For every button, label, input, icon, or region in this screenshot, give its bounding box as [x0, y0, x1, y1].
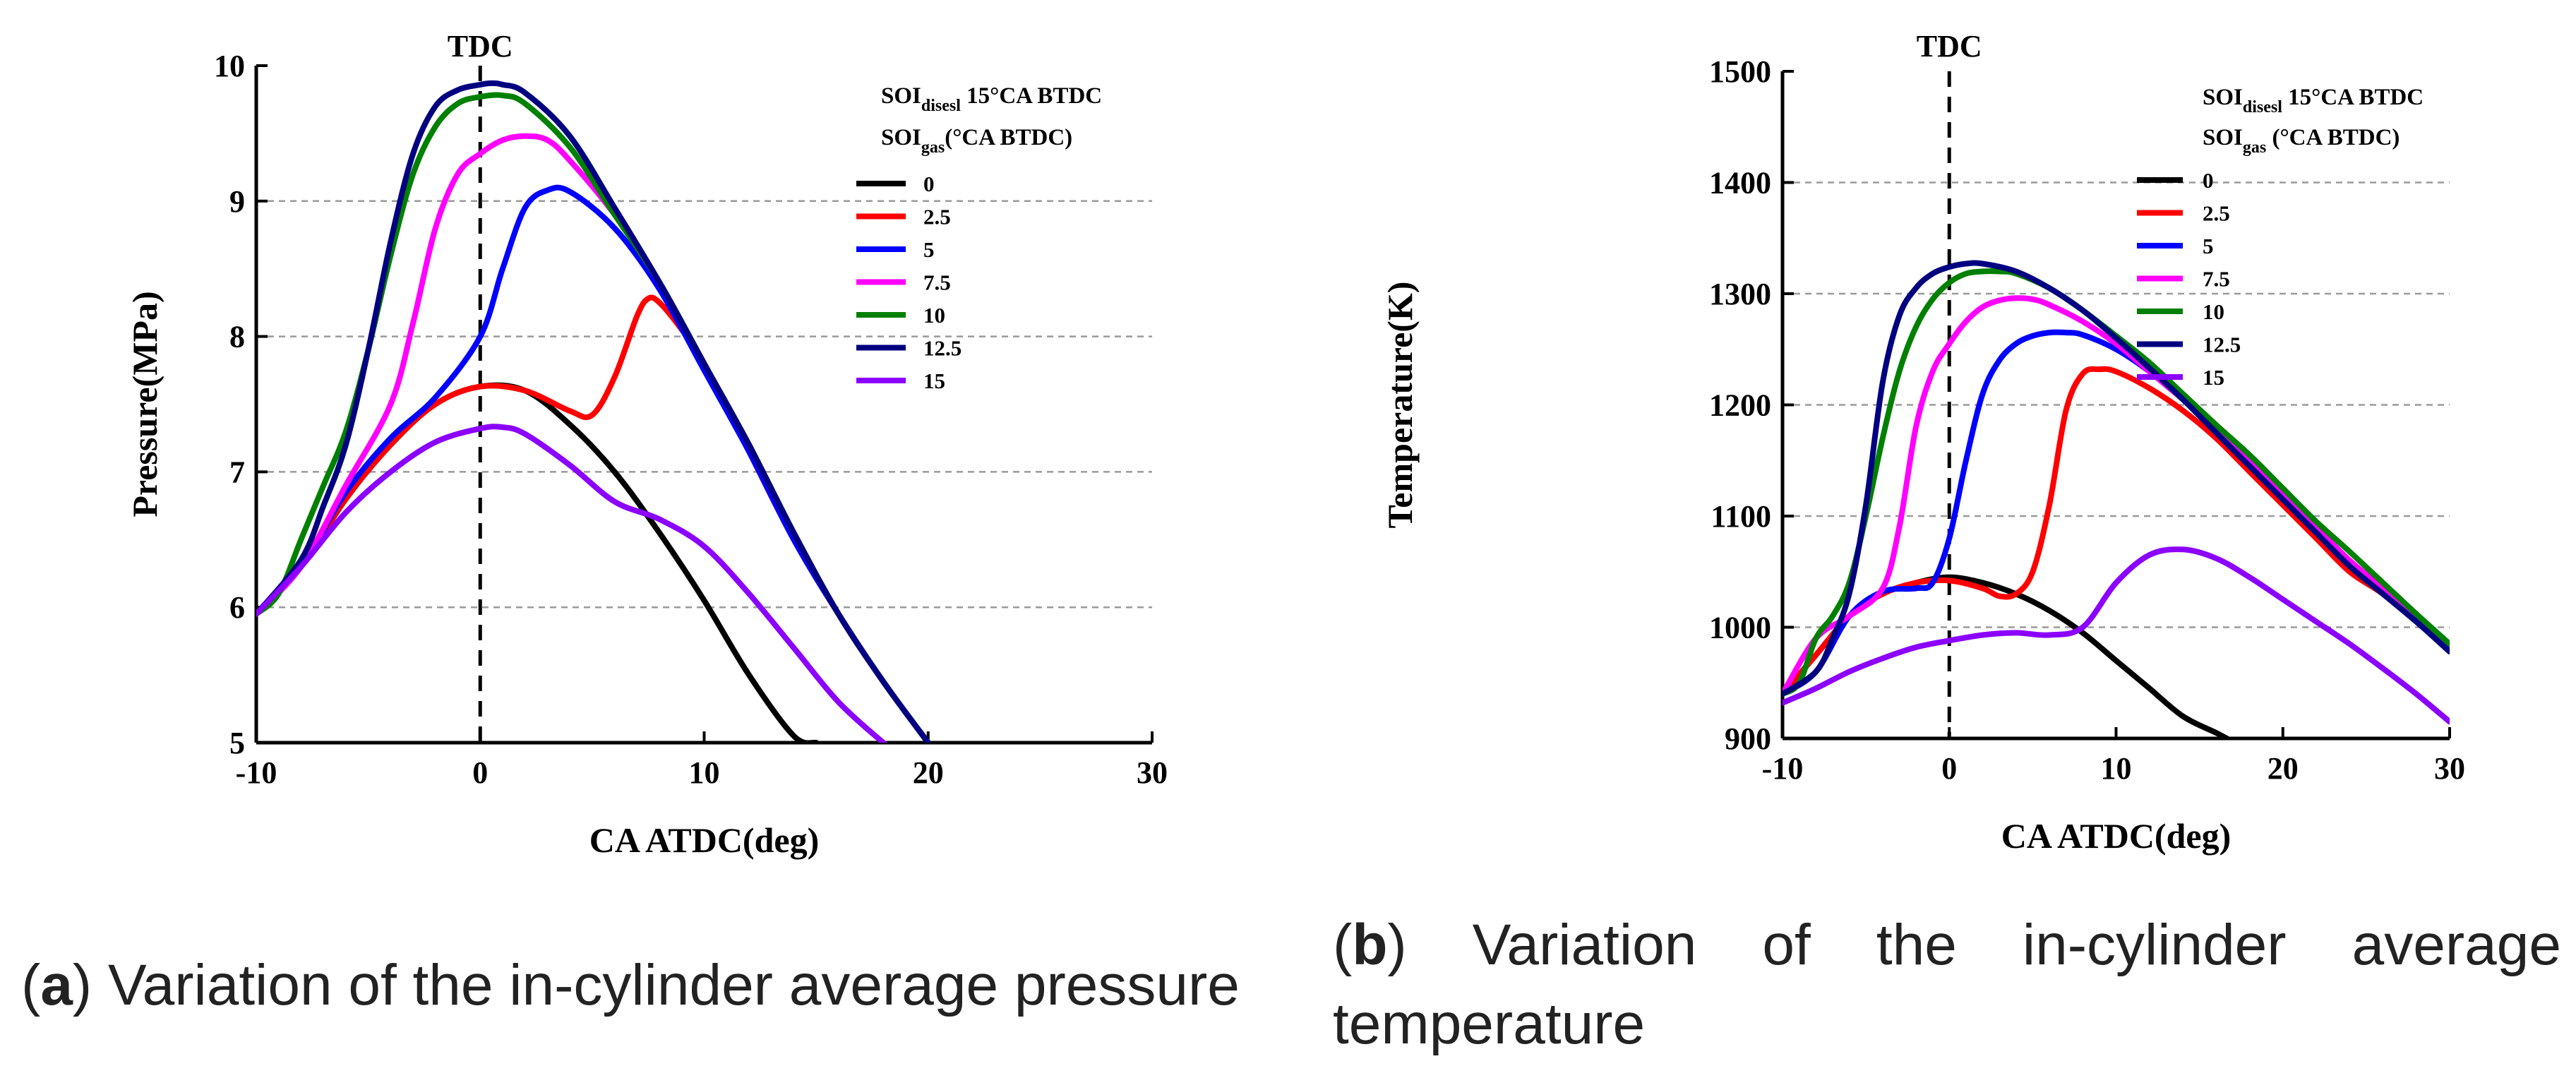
pressure-series-line-2.5 [256, 294, 931, 743]
caption-b-line2: temperature [1333, 992, 1646, 1056]
temperature-y-tick-label: 1500 [1709, 54, 1771, 89]
pressure-chart: TDC 5 6 7 8 9 10 -10 0 10 20 30 CA ATDC(deg) Pressure… [125, 29, 1168, 860]
temperature-series-line-12.5 [1783, 260, 2450, 697]
pressure-tdc-label: TDC [448, 29, 513, 64]
pressure-x-tick-label: 0 [472, 755, 488, 790]
caption-b-letter: b [1352, 913, 1388, 977]
pressure-legend-label-12.5: 12.5 [923, 336, 961, 361]
pressure-x-axis-label: CA ATDC(deg) [589, 820, 819, 860]
caption-b-line1-wrap: (b) Variation of the in-cylinder average [1333, 913, 2561, 977]
pressure-y-tick-label: 5 [229, 726, 245, 760]
temperature-legend-label-2.5: 2.5 [2203, 201, 2230, 226]
pressure-legend-label-2.5: 2.5 [923, 205, 951, 229]
pressure-legend-label-5: 5 [923, 237, 935, 262]
pressure-legend-header-2: SOIgas(°CA BTDC) [881, 125, 1072, 157]
pressure-legend-label-7.5: 7.5 [923, 270, 951, 295]
temperature-chart: TDC 900 1000 1100 1200 1300 1400 1500 -10 0 10 20 30… [1380, 29, 2465, 856]
pressure-series-line-12.5 [256, 80, 931, 743]
caption-b-line1: Variation of the in-cylinder average [1472, 913, 2561, 977]
temperature-x-tick-label: 0 [1941, 751, 1957, 786]
caption-b: (b) Variation of the in-cylinder average… [1333, 906, 2561, 1064]
pressure-y-tick-label: 7 [229, 455, 245, 489]
temperature-series-line-7.5 [1783, 295, 2450, 697]
temperature-y-tick-label: 1100 [1711, 499, 1771, 534]
pressure-y-tick-label: 8 [229, 320, 245, 354]
pressure-legend-label-0: 0 [923, 172, 935, 196]
temperature-x-tick-label: 10 [2101, 751, 2132, 786]
temperature-y-tick-label: 1000 [1709, 611, 1771, 645]
pressure-x-tick-label: -10 [236, 755, 277, 790]
pressure-legend-label-10: 10 [923, 303, 945, 328]
temperature-y-tick-label: 900 [1725, 721, 1771, 756]
pressure-y-tick-label: 9 [229, 184, 245, 219]
pressure-legend-label-15: 15 [923, 369, 945, 393]
temperature-y-tick-label: 1300 [1709, 277, 1771, 311]
caption-a-text: Variation of the in-cylinder average pre… [108, 953, 1240, 1017]
pressure-series-line-10 [256, 92, 931, 743]
temperature-x-tick-label: -10 [1762, 751, 1804, 786]
pressure-series-line-15 [256, 424, 888, 743]
temperature-x-axis-label: CA ATDC(deg) [2001, 816, 2231, 856]
temperature-legend-header-2: SOIgas (°CA BTDC) [2203, 125, 2400, 157]
caption-a: (a) Variation of the in-cylinder average… [21, 953, 1240, 1017]
pressure-series-line-7.5 [256, 133, 931, 743]
temperature-legend-label-7.5: 7.5 [2203, 267, 2230, 292]
pressure-y-tick-label: 10 [214, 49, 245, 83]
temperature-x-tick-label: 20 [2268, 751, 2299, 786]
pressure-x-tick-label: 20 [913, 755, 944, 790]
temperature-legend-label-0: 0 [2203, 168, 2214, 193]
temperature-legend-label-5: 5 [2203, 234, 2214, 258]
temperature-tdc-label: TDC [1917, 29, 1982, 64]
pressure-legend-header-1: SOIdisesl 15°CA BTDC [881, 83, 1102, 115]
temperature-legend-label-10: 10 [2203, 299, 2224, 324]
pressure-x-tick-label: 10 [689, 755, 720, 790]
temperature-x-tick-label: 30 [2434, 751, 2465, 786]
temperature-series-line-2.5 [1783, 366, 2450, 697]
temperature-series-line-0 [1783, 574, 2233, 738]
temperature-y-tick-label: 1200 [1709, 388, 1771, 423]
temperature-series-line-15 [1783, 546, 2450, 725]
temperature-legend-label-12.5: 12.5 [2203, 333, 2241, 357]
pressure-y-axis-label: Pressure(MPa) [125, 291, 164, 517]
temperature-legend-header-1: SOIdisesl 15°CA BTDC [2203, 85, 2424, 116]
pressure-series-group [256, 80, 931, 743]
pressure-x-tick-label: 30 [1137, 755, 1168, 790]
temperature-y-axis-label: Temperature(K) [1380, 282, 1420, 529]
temperature-series-group [1783, 260, 2450, 738]
caption-a-letter: a [40, 953, 73, 1017]
temperature-y-tick-label: 1400 [1709, 166, 1771, 200]
pressure-y-tick-label: 6 [229, 590, 245, 625]
temperature-legend-label-15: 15 [2203, 365, 2224, 390]
